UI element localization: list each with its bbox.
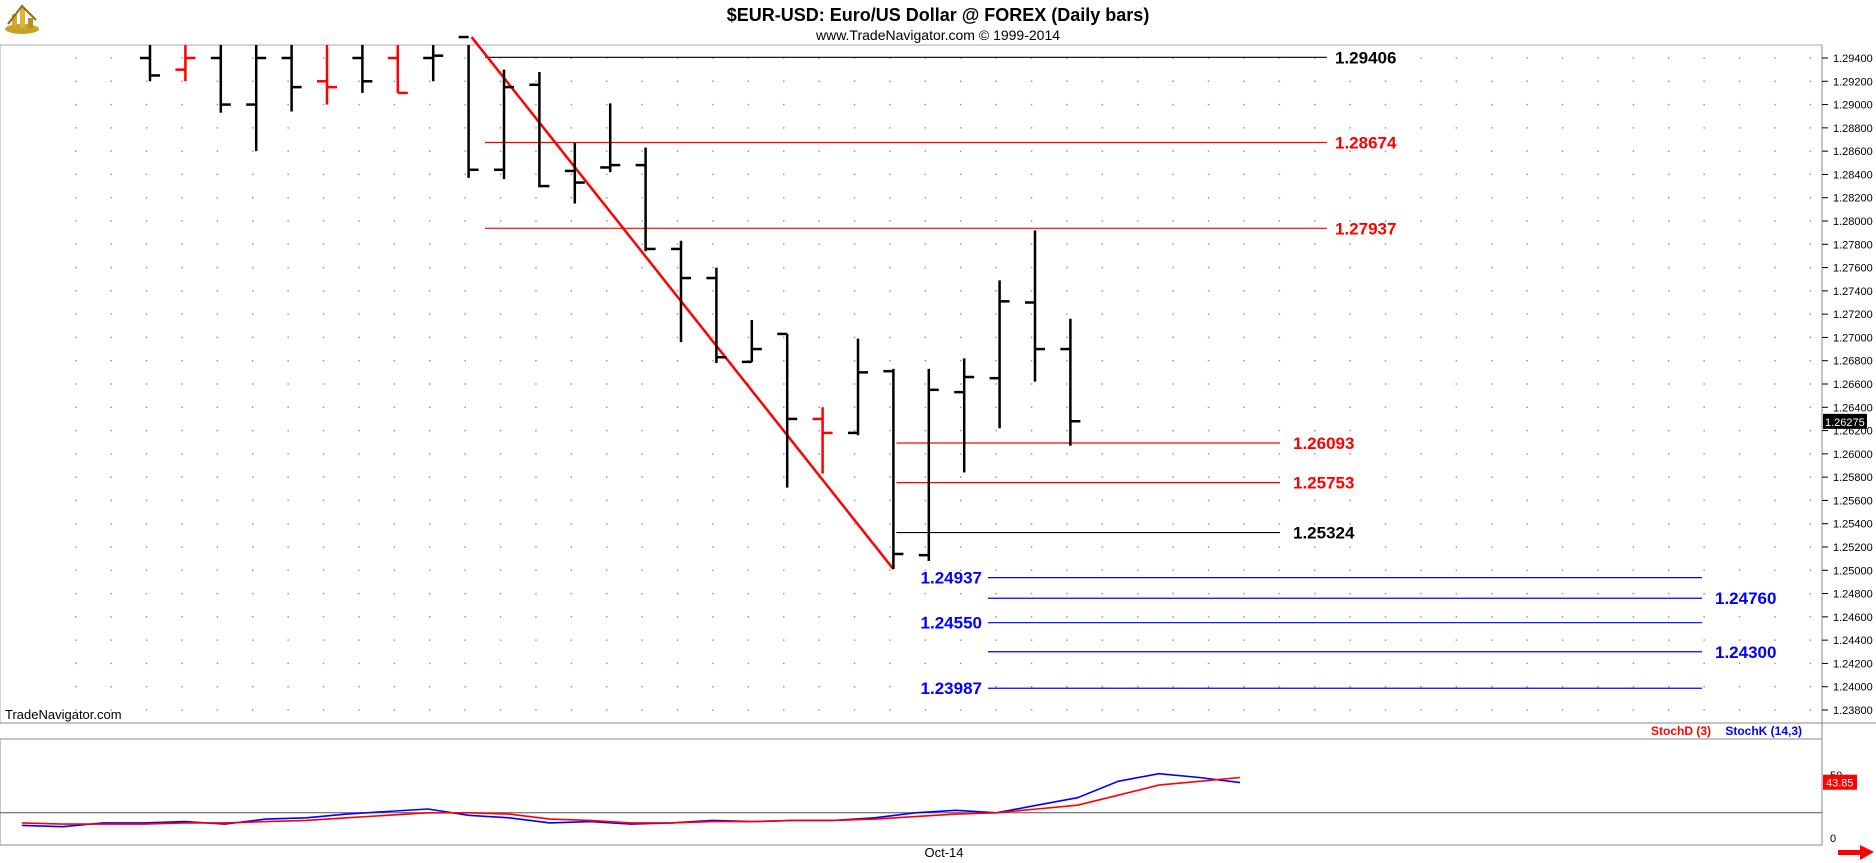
grid-dots bbox=[75, 57, 1812, 711]
level-label: 1.24550 bbox=[921, 614, 982, 633]
y-tick-label: 1.28200 bbox=[1833, 193, 1873, 205]
y-tick-label: 1.29400 bbox=[1833, 53, 1873, 65]
stoch-axis: 50043.85 bbox=[1823, 770, 1857, 845]
y-tick-label: 1.24200 bbox=[1833, 658, 1873, 670]
y-tick-label: 1.28000 bbox=[1833, 216, 1873, 228]
level-label: 1.24937 bbox=[921, 569, 982, 588]
ohlc-bar bbox=[812, 407, 833, 474]
ohlc-bar bbox=[671, 240, 691, 343]
stoch-value-label: 43.85 bbox=[1826, 778, 1854, 790]
arrow-right-icon[interactable] bbox=[1838, 845, 1874, 860]
y-tick-label: 1.25400 bbox=[1833, 519, 1873, 531]
y-tick-label: 1.26000 bbox=[1833, 449, 1873, 461]
level-label: 1.24300 bbox=[1715, 643, 1776, 662]
chart-title: $EUR-USD: Euro/US Dollar @ FOREX (Daily … bbox=[727, 5, 1150, 25]
y-tick-label: 1.28400 bbox=[1833, 169, 1873, 181]
y-tick-label: 1.24000 bbox=[1833, 682, 1873, 694]
level-label: 1.29406 bbox=[1335, 48, 1396, 67]
level-label: 1.26093 bbox=[1293, 434, 1354, 453]
trendline bbox=[470, 36, 895, 570]
price-axis: 1.29400 1.29200 1.29000 1.28800 1.28600 1.284… bbox=[1822, 53, 1873, 717]
y-tick-label: 1.25200 bbox=[1833, 542, 1873, 554]
y-tick-label: 1.26600 bbox=[1833, 379, 1873, 391]
y-tick-label: 1.27600 bbox=[1833, 263, 1873, 275]
ohlc-bar bbox=[1060, 318, 1081, 446]
ohlc-bar bbox=[564, 142, 585, 204]
y-tick-label: 1.23800 bbox=[1833, 705, 1873, 717]
y-tick-label: 1.28800 bbox=[1833, 123, 1873, 135]
y-tick-label: 1.25800 bbox=[1833, 472, 1873, 484]
level-label: 1.28674 bbox=[1335, 134, 1397, 153]
level-label: 1.23987 bbox=[921, 679, 982, 698]
y-tick-label: 1.29000 bbox=[1833, 100, 1873, 112]
ohlc-bar bbox=[458, 35, 479, 178]
stoch-value-box bbox=[1823, 774, 1857, 790]
ohlc-bar bbox=[600, 103, 621, 173]
last-price-box bbox=[1823, 413, 1867, 429]
ohlc-bar bbox=[918, 368, 939, 561]
price-bars bbox=[140, 35, 1081, 570]
level-label: 1.24760 bbox=[1715, 589, 1776, 608]
y-tick-label: 1.24600 bbox=[1833, 612, 1873, 624]
level-label: 1.27937 bbox=[1335, 219, 1396, 238]
ohlc-bar bbox=[741, 319, 762, 364]
stoch-legend-k: StochK (14,3) bbox=[1725, 724, 1802, 738]
logo-icon bbox=[5, 4, 39, 34]
stoch-panel bbox=[0, 738, 1823, 846]
grid-dot bbox=[75, 57, 1812, 711]
y-tick-label: 1.24400 bbox=[1833, 635, 1873, 647]
chart-subtitle: www.TradeNavigator.com © 1999-2014 bbox=[815, 27, 1060, 43]
y-tick-label: 1.26800 bbox=[1833, 356, 1873, 368]
price-panel bbox=[0, 44, 1823, 724]
y-tick-label: 1.25000 bbox=[1833, 565, 1873, 577]
fib-levels: 1.29406 1.28674 1.27937 1.26093 1.25753 1.253… bbox=[485, 48, 1776, 698]
y-tick-label: 1.24800 bbox=[1833, 589, 1873, 601]
stoch-tick-label: 0 bbox=[1830, 833, 1836, 845]
stoch-legend-d: StochD (3) bbox=[1651, 724, 1711, 738]
ohlc-bar bbox=[989, 280, 1010, 429]
y-tick-label: 1.27200 bbox=[1833, 309, 1873, 321]
y-tick-label: 1.29200 bbox=[1833, 76, 1873, 88]
last-price-label: 1.26275 bbox=[1825, 417, 1865, 429]
y-tick-label: 1.27800 bbox=[1833, 239, 1873, 251]
y-tick-label: 1.26400 bbox=[1833, 402, 1873, 414]
y-tick-label: 1.28600 bbox=[1833, 146, 1873, 158]
y-tick-label: 1.25600 bbox=[1833, 495, 1873, 507]
ohlc-bar bbox=[494, 69, 514, 180]
ohlc-bar bbox=[635, 147, 656, 252]
stochastic-lines bbox=[0, 772, 1822, 828]
trendline-group bbox=[470, 36, 895, 570]
ohlc-bar bbox=[281, 45, 302, 112]
ohlc-bar bbox=[317, 45, 337, 105]
ohlc-bar bbox=[140, 45, 160, 82]
ohlc-bar bbox=[423, 45, 444, 82]
ohlc-bar bbox=[1025, 230, 1045, 382]
ohlc-bar bbox=[777, 332, 798, 488]
ohlc-bar bbox=[883, 368, 904, 570]
ohlc-bar bbox=[387, 45, 408, 95]
level-label: 1.25324 bbox=[1293, 524, 1355, 543]
ohlc-bar bbox=[352, 45, 373, 93]
ohlc-bar bbox=[529, 71, 550, 188]
level-label: 1.25753 bbox=[1293, 474, 1354, 493]
stoch-series-line bbox=[21, 772, 1241, 828]
ohlc-bar bbox=[848, 338, 868, 436]
ohlc-bar bbox=[954, 358, 975, 473]
ohlc-bar bbox=[706, 267, 727, 364]
ohlc-bar bbox=[246, 45, 267, 152]
ohlc-bar bbox=[175, 45, 196, 82]
watermark: TradeNavigator.com bbox=[5, 707, 122, 722]
ohlc-bar bbox=[210, 45, 231, 113]
x-axis-label: Oct-14 bbox=[924, 845, 963, 860]
stoch-series-line bbox=[21, 776, 1241, 825]
y-tick-label: 1.27400 bbox=[1833, 286, 1873, 298]
y-tick-label: 1.27000 bbox=[1833, 332, 1873, 344]
